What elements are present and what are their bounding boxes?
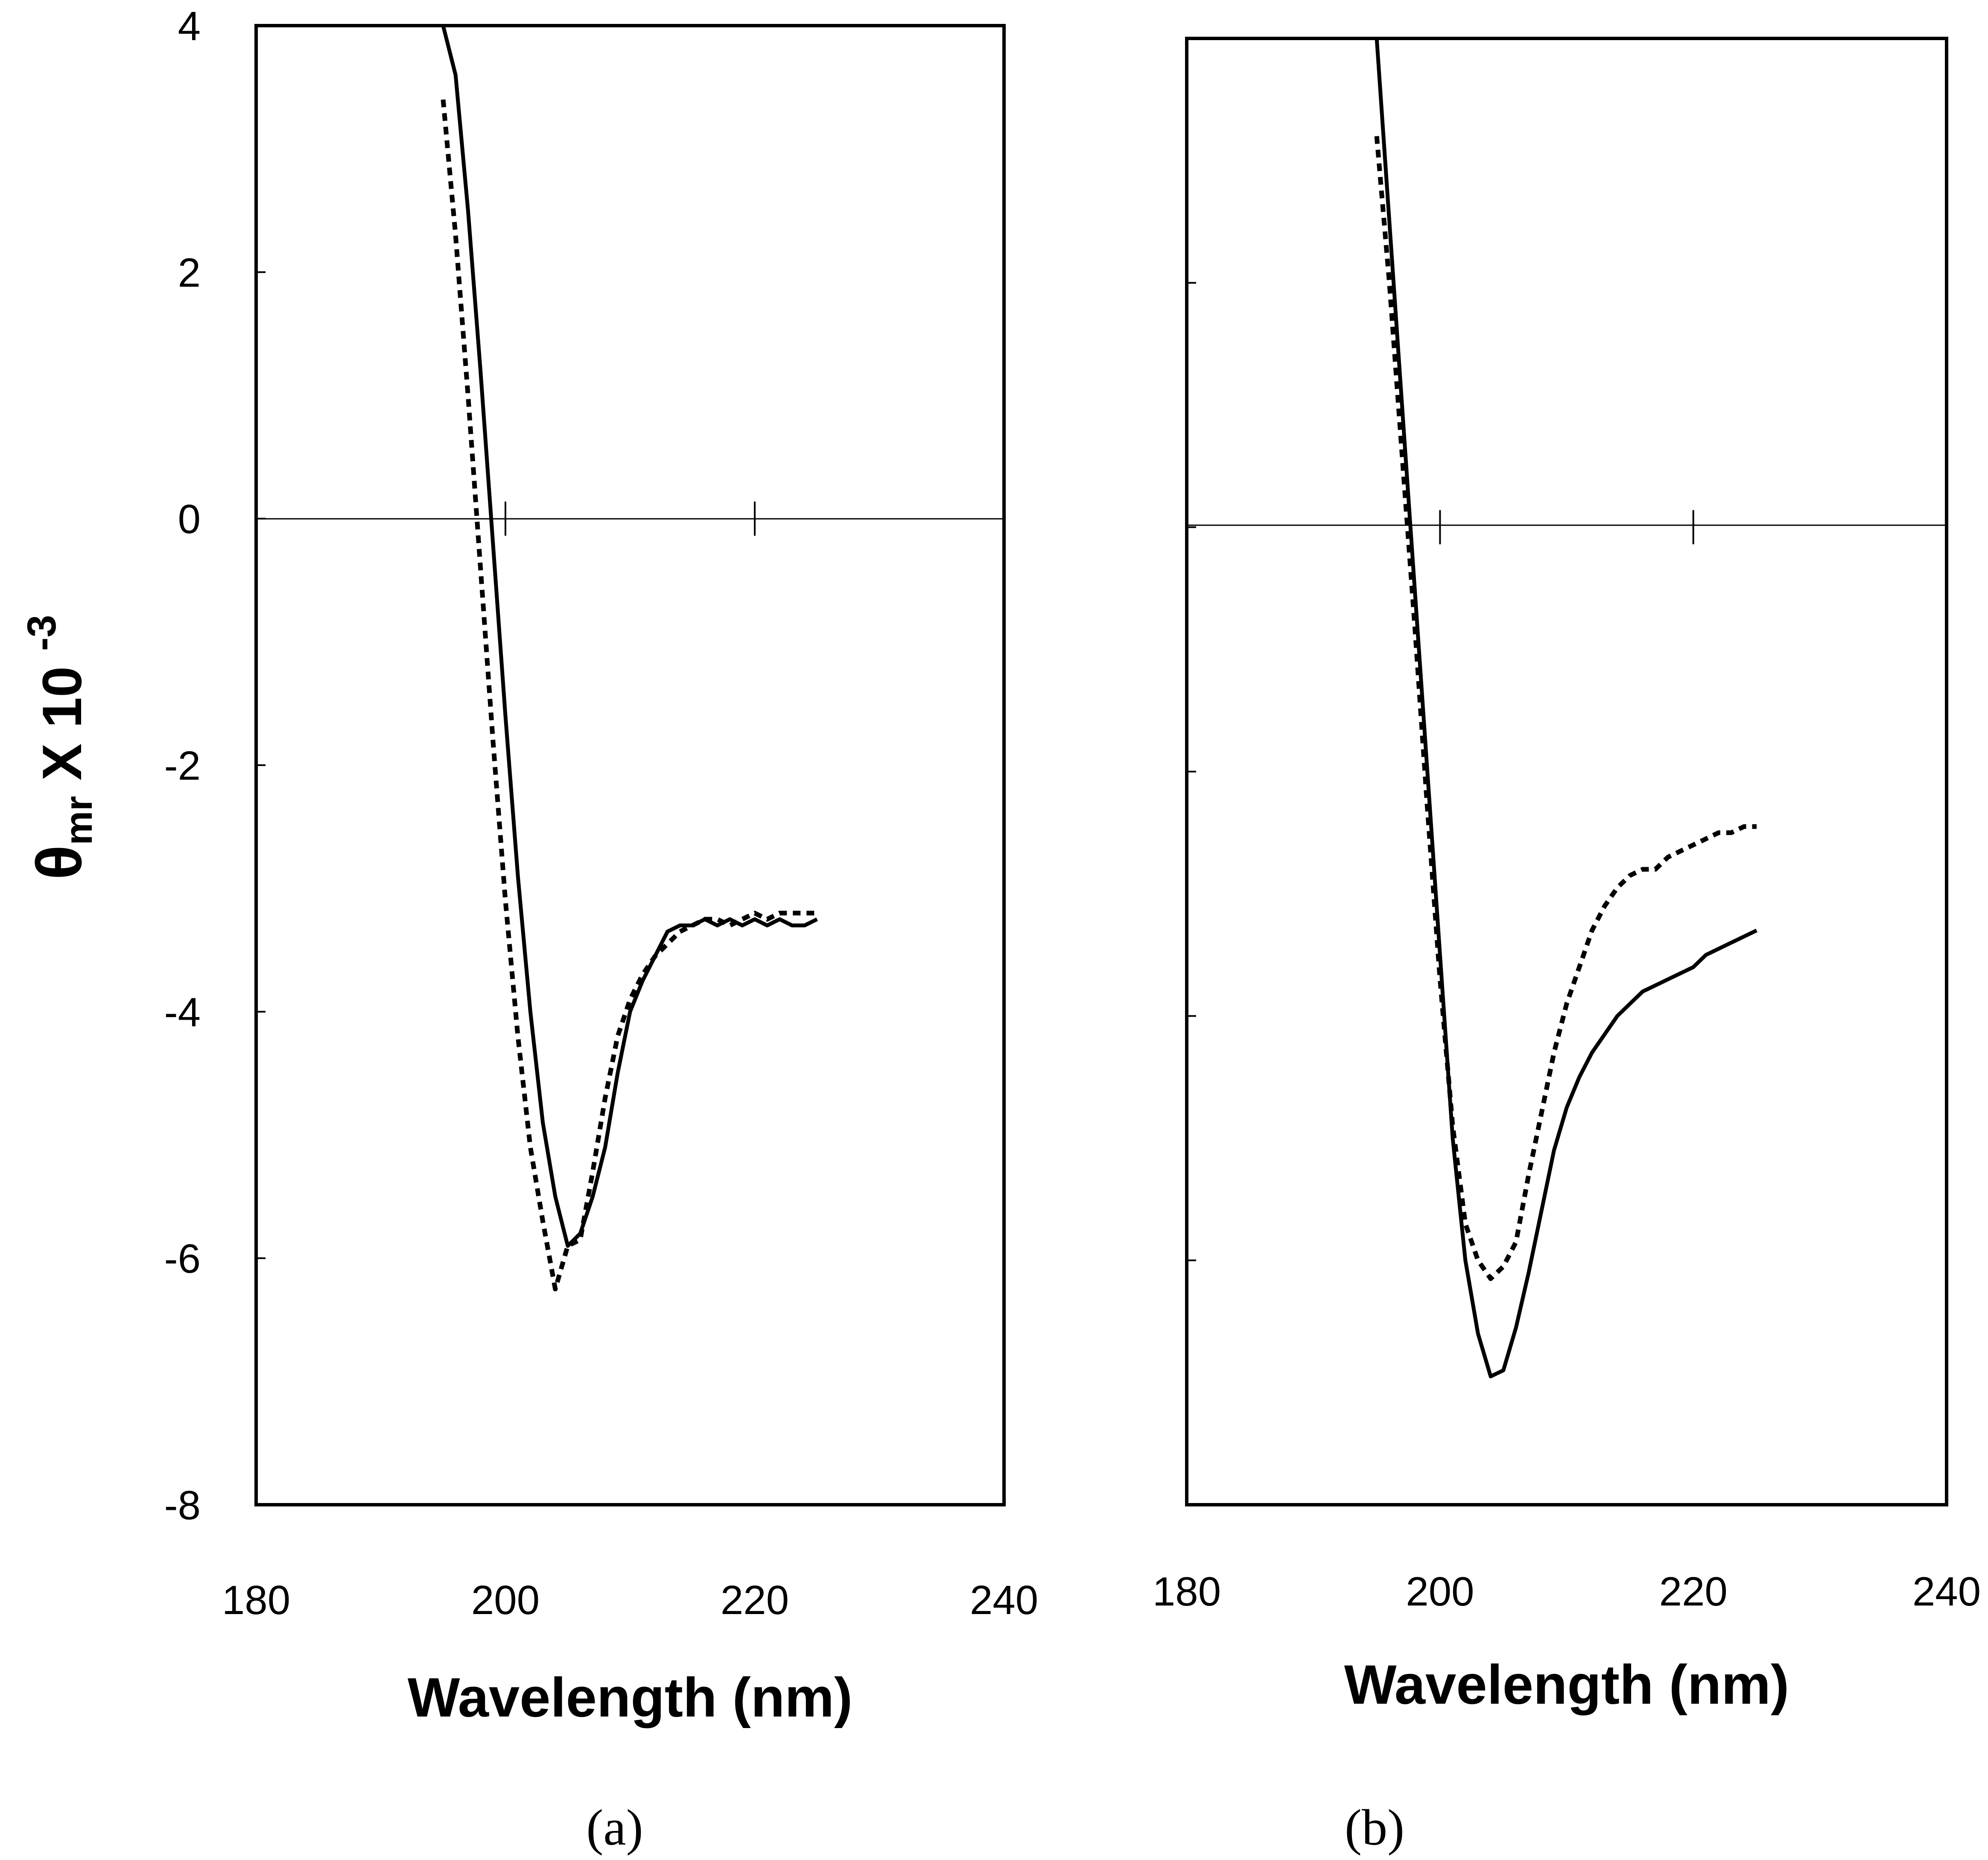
panel-a-x-tick-label: 200 xyxy=(471,1577,540,1623)
panel-a-x-tick-label: 220 xyxy=(721,1577,789,1623)
panel-b-series-solid xyxy=(1375,38,1757,1378)
panel-a-x-axis-title: Wavelength (nm) xyxy=(408,1666,852,1728)
panel-b-x-tick-label: 180 xyxy=(1153,1569,1221,1614)
panel-a-y-tick-label: -4 xyxy=(164,989,201,1035)
panel-a-y-tick-label: 4 xyxy=(178,3,201,49)
panel-a-y-tick-label: 0 xyxy=(178,497,201,542)
y-axis-title: θmr X 10 -3 xyxy=(19,615,100,880)
panel-a-x-tick-label: 180 xyxy=(222,1577,290,1623)
panel-b: 180 200 220 240 Wavelength (nm) (b) xyxy=(1153,37,1981,1856)
panel-a-ticks xyxy=(256,25,756,1506)
y-axis-title-exponent: -3 xyxy=(19,615,64,651)
y-axis-title-theta: θ xyxy=(23,845,95,880)
panel-a: 4 2 0 -2 -4 -6 -8 180 200 220 240 Wavelength (nm)… xyxy=(164,3,1038,1856)
panel-b-x-tick-label: 220 xyxy=(1659,1569,1728,1614)
panel-b-x-tick-label: 240 xyxy=(1912,1569,1981,1614)
panel-b-ticks xyxy=(1187,38,1694,1506)
panel-a-series-solid xyxy=(441,25,818,1248)
panel-a-y-tick-labels: 4 2 0 -2 -4 -6 -8 xyxy=(164,3,201,1528)
panel-b-frame xyxy=(1185,37,1948,1506)
panel-a-frame xyxy=(254,24,1006,1506)
y-axis-title-tail: X 10 xyxy=(31,651,93,796)
panel-a-label: (a) xyxy=(586,1799,643,1856)
panel-a-series xyxy=(441,25,818,1292)
panel-b-series-dotted xyxy=(1374,136,1757,1281)
panel-a-y-tick-label: -2 xyxy=(164,743,201,789)
panel-a-x-tick-label: 240 xyxy=(970,1577,1038,1623)
panel-b-series xyxy=(1374,38,1757,1378)
panel-a-y-tick-label: 2 xyxy=(178,250,201,295)
panel-b-x-tick-labels: 180 200 220 240 xyxy=(1153,1569,1981,1614)
panel-a-y-tick-label: -8 xyxy=(164,1483,201,1528)
panel-a-x-tick-labels: 180 200 220 240 xyxy=(222,1577,1038,1623)
panel-b-label: (b) xyxy=(1345,1799,1404,1856)
y-axis-title-subscript: mr xyxy=(58,796,100,845)
panel-a-y-tick-label: -6 xyxy=(164,1236,201,1282)
panel-b-x-axis-title: Wavelength (nm) xyxy=(1344,1653,1789,1716)
panel-b-x-tick-label: 200 xyxy=(1406,1569,1474,1614)
panel-a-series-dotted xyxy=(441,99,817,1292)
